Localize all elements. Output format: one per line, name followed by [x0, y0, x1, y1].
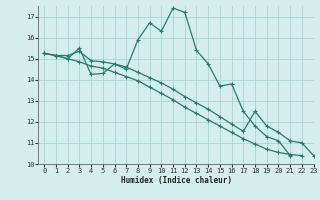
X-axis label: Humidex (Indice chaleur): Humidex (Indice chaleur) [121, 176, 231, 185]
